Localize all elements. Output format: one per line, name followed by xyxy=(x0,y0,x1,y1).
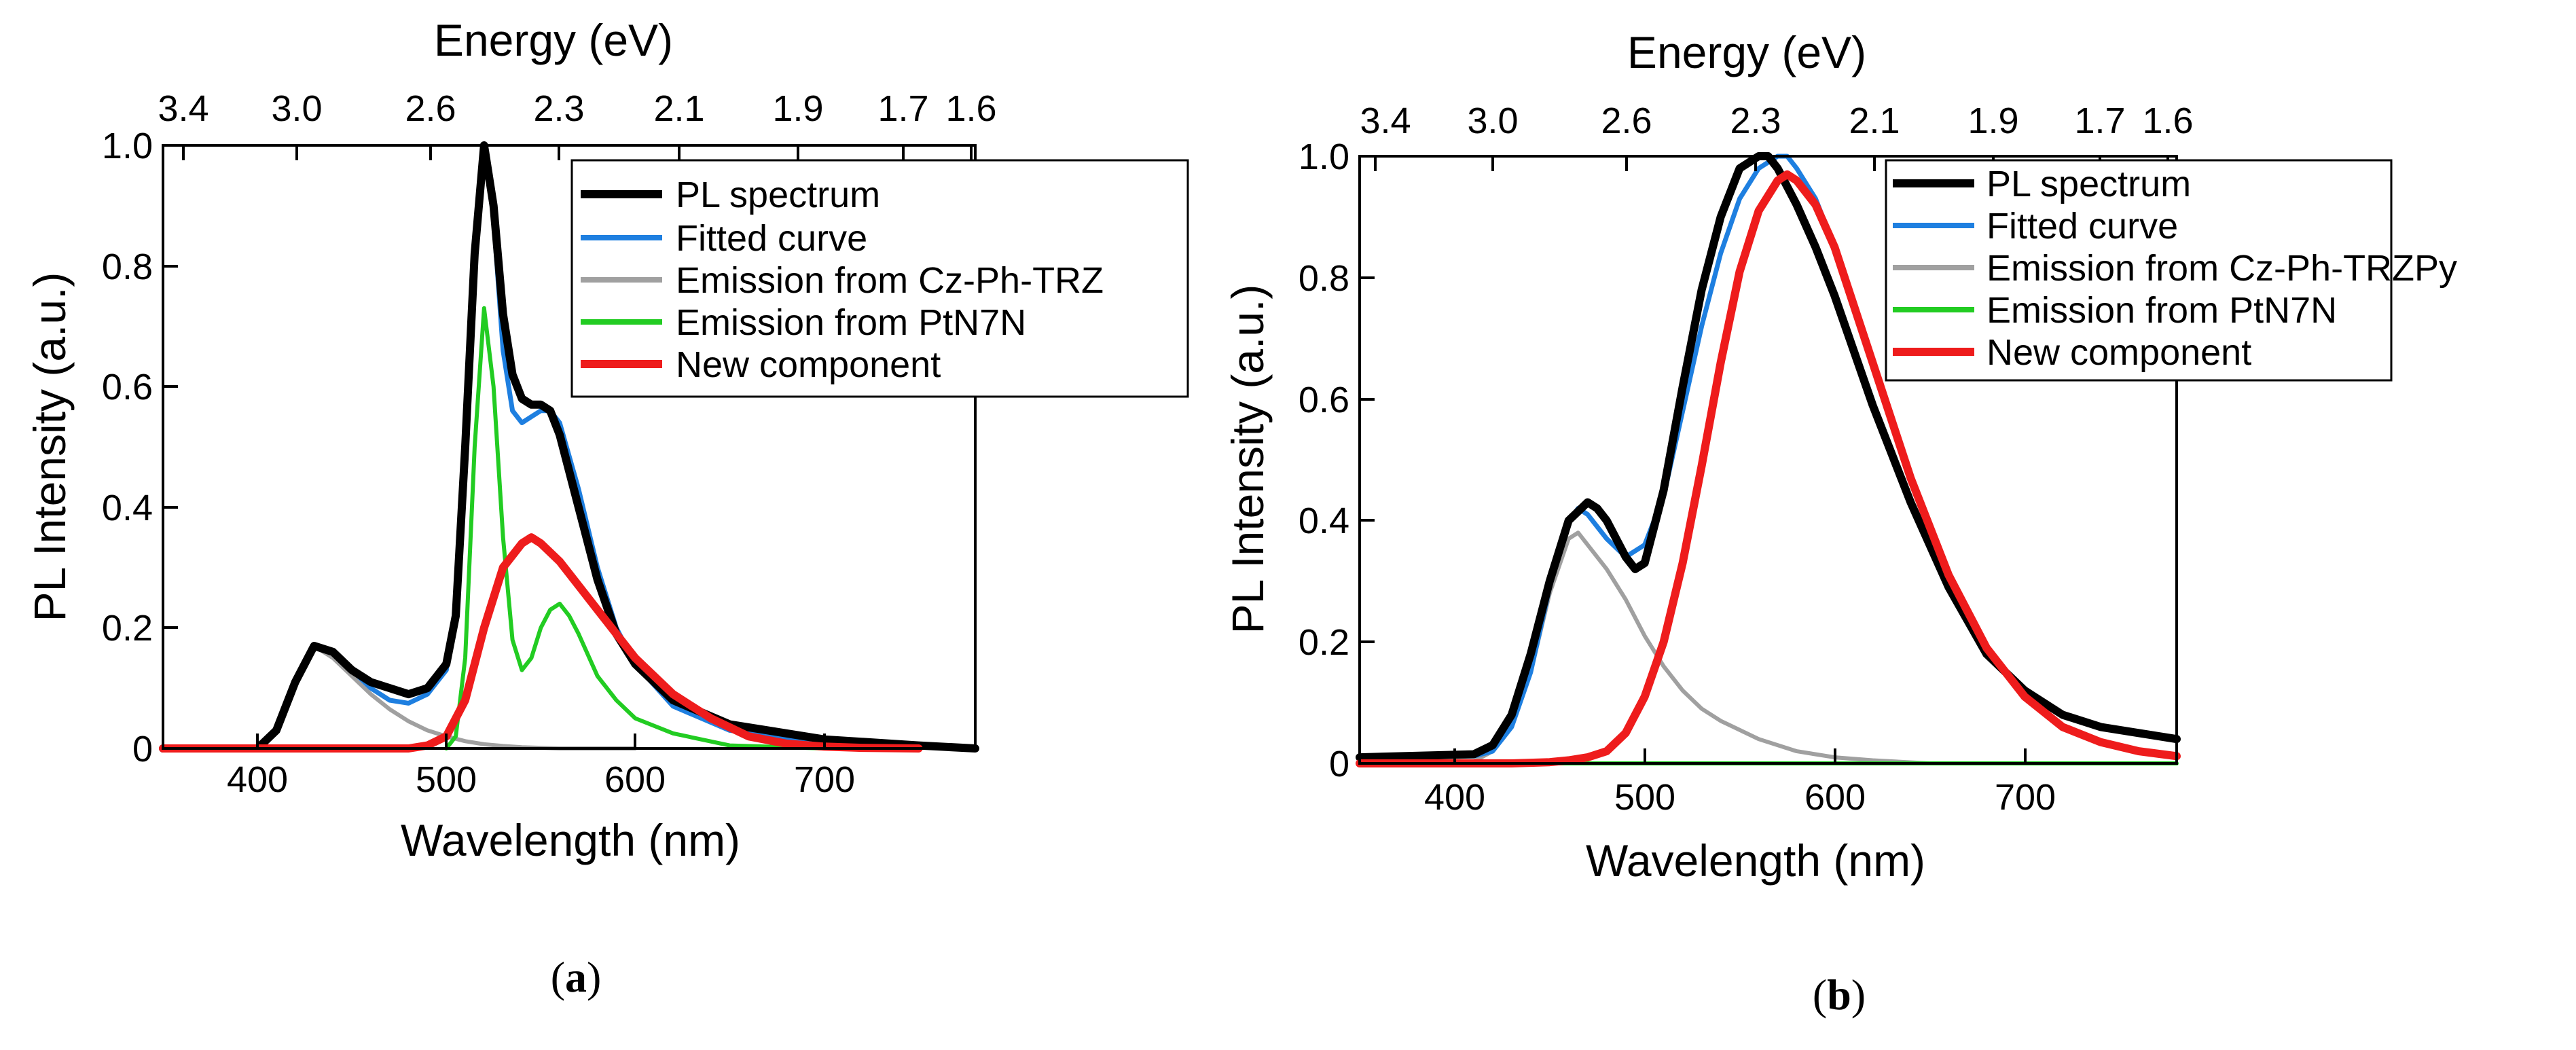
panel-b-x-tick-label: 700 xyxy=(1995,777,2056,818)
panel-b-legend-label: PL spectrum xyxy=(1987,164,2191,204)
panel-b-caption-close: ) xyxy=(1851,971,1866,1019)
panel-b-top-tick-label: 3.0 xyxy=(1467,101,1518,141)
panel-a-legend-label: PL spectrum xyxy=(676,175,880,215)
panel-a-series-group xyxy=(159,141,979,753)
panel-b-top-tick-label: 2.1 xyxy=(1849,101,1900,141)
panel-b-series-line-new-component xyxy=(1356,170,2181,767)
panel-b-legend: PL spectrum Fitted curve Emission from C… xyxy=(1885,159,2457,382)
panel-b-y-tick-label: 0.2 xyxy=(1299,622,1349,663)
panel-a-legend-label: Fitted curve xyxy=(676,218,867,259)
panel-a-legend: PL spectrum Fitted curve Emission from C… xyxy=(570,159,1189,398)
panel-b-top-tick-label: 2.6 xyxy=(1601,101,1652,141)
panel-b-x-axis-title: Wavelength (nm) xyxy=(1586,835,1925,886)
panel-a-plot-frame xyxy=(162,144,977,750)
panel-a-x-tick-label: 700 xyxy=(794,759,855,800)
panel-b-top-tick-label: 1.6 xyxy=(2142,101,2193,141)
panel-a-top-tick-label: 2.3 xyxy=(533,88,584,129)
panel-a-top-tick-label: 1.9 xyxy=(772,88,823,129)
panel-b-legend-label: Emission from PtN7N xyxy=(1987,290,2337,331)
panel-a-y-tick-label: 0 xyxy=(132,729,153,770)
panel-a-top-tick-label: 1.6 xyxy=(945,88,996,129)
panel-b-y-tick-label: 1.0 xyxy=(1299,137,1349,177)
panel-a-top-axis: 3.4 3.0 2.6 2.3 2.1 1.9 1.7 1.6 Energy (… xyxy=(158,15,997,160)
panel-b-series-line-emission-from-cz-ph-trzpy xyxy=(1358,530,2179,765)
panel-a-y-tick-label: 1.0 xyxy=(102,126,153,166)
panel-a-top-tick-label: 1.7 xyxy=(877,88,928,129)
panel-b-x-tick-label: 400 xyxy=(1424,777,1485,818)
panel-b-caption: (b) xyxy=(1813,971,1866,1019)
panel-b-top-tick-label: 1.9 xyxy=(1967,101,2018,141)
panel-a-caption-letter: a xyxy=(565,953,587,1001)
panel-b-x-tick-label: 500 xyxy=(1614,777,1675,818)
panel-a-y-tick-label: 0.2 xyxy=(102,608,153,649)
panel-b-y-tick-label: 0.6 xyxy=(1299,380,1349,420)
panel-a-top-axis-title: Energy (eV) xyxy=(434,15,673,65)
panel-a-legend-label: Emission from PtN7N xyxy=(676,302,1026,343)
panel-b-top-tick-label: 3.4 xyxy=(1360,101,1411,141)
panel-a-legend-label: Emission from Cz-Ph-TRZ xyxy=(676,260,1104,301)
panel-a-caption: (a) xyxy=(551,953,602,1001)
panel-b-top-tick-label: 2.3 xyxy=(1730,101,1781,141)
panel-a-y-tick-label: 0.6 xyxy=(102,367,153,408)
panel-a-top-tick-label: 3.4 xyxy=(158,88,208,129)
panel-b-y-tick-label: 0.8 xyxy=(1299,258,1349,299)
panel-b-x-tick-label: 600 xyxy=(1804,777,1866,818)
panel-a-y-axis: 0 0.2 0.4 0.6 0.8 1.0 PL Intensity (a.u.… xyxy=(24,126,178,770)
panel-a-x-axis: 400 500 600 700 Wavelength (nm) xyxy=(227,734,855,865)
panel-a-top-tick-label: 2.1 xyxy=(653,88,704,129)
panel-a-y-axis-title: PL Intensity (a.u.) xyxy=(24,272,75,622)
panel-a-x-tick-label: 600 xyxy=(604,759,666,800)
panel-b-legend-label: New component xyxy=(1987,332,2251,373)
panel-a-series-line-new-component xyxy=(159,533,923,753)
panel-b-caption-letter: b xyxy=(1827,971,1851,1019)
panel-b-top-axis: 3.4 3.0 2.6 2.3 2.1 1.9 1.7 1.6 Energy (… xyxy=(1360,27,2194,171)
panel-b-y-axis: 0 0.2 0.4 0.6 0.8 1.0 PL Intensity (a.u.… xyxy=(1222,137,1375,784)
panel-a-series-line-emission-from-ptn7n xyxy=(444,306,827,750)
panel-b-y-tick-label: 0 xyxy=(1329,744,1349,784)
panel-a-caption-close: ) xyxy=(587,953,601,1001)
panel-a-x-axis-title: Wavelength (nm) xyxy=(401,815,740,865)
panel-b-y-tick-label: 0.4 xyxy=(1299,501,1349,541)
panel-a: 400 500 600 700 Wavelength (nm) 0 0.2 0.… xyxy=(24,15,1189,1001)
panel-a-x-tick-label: 400 xyxy=(227,759,288,800)
panel-b: 400 500 600 700 Wavelength (nm) 0 0.2 0.… xyxy=(1222,27,2457,1019)
panel-a-x-tick-label: 500 xyxy=(416,759,477,800)
panel-a-series-line-emission-from-cz-ph-trz xyxy=(161,644,638,750)
panel-b-legend-label: Fitted curve xyxy=(1987,206,2178,247)
panel-a-y-tick-label: 0.8 xyxy=(102,247,153,287)
panel-a-legend-label: New component xyxy=(676,344,941,385)
panel-a-top-tick-label: 3.0 xyxy=(271,88,322,129)
panel-b-y-axis-title: PL Intensity (a.u.) xyxy=(1222,285,1273,634)
panel-b-top-axis-title: Energy (eV) xyxy=(1627,27,1866,77)
panel-a-caption-open: ( xyxy=(551,953,565,1001)
panel-b-x-axis: 400 500 600 700 Wavelength (nm) xyxy=(1424,748,2056,886)
panel-a-top-tick-label: 2.6 xyxy=(405,88,456,129)
panel-b-top-tick-label: 1.7 xyxy=(2074,101,2125,141)
panel-b-legend-label: Emission from Cz-Ph-TRZPy xyxy=(1987,248,2457,289)
panel-b-caption-open: ( xyxy=(1813,971,1827,1019)
panel-a-y-tick-label: 0.4 xyxy=(102,488,153,528)
panel-b-plot-frame xyxy=(1358,155,2178,765)
panel-a-legend-box xyxy=(570,159,1189,398)
